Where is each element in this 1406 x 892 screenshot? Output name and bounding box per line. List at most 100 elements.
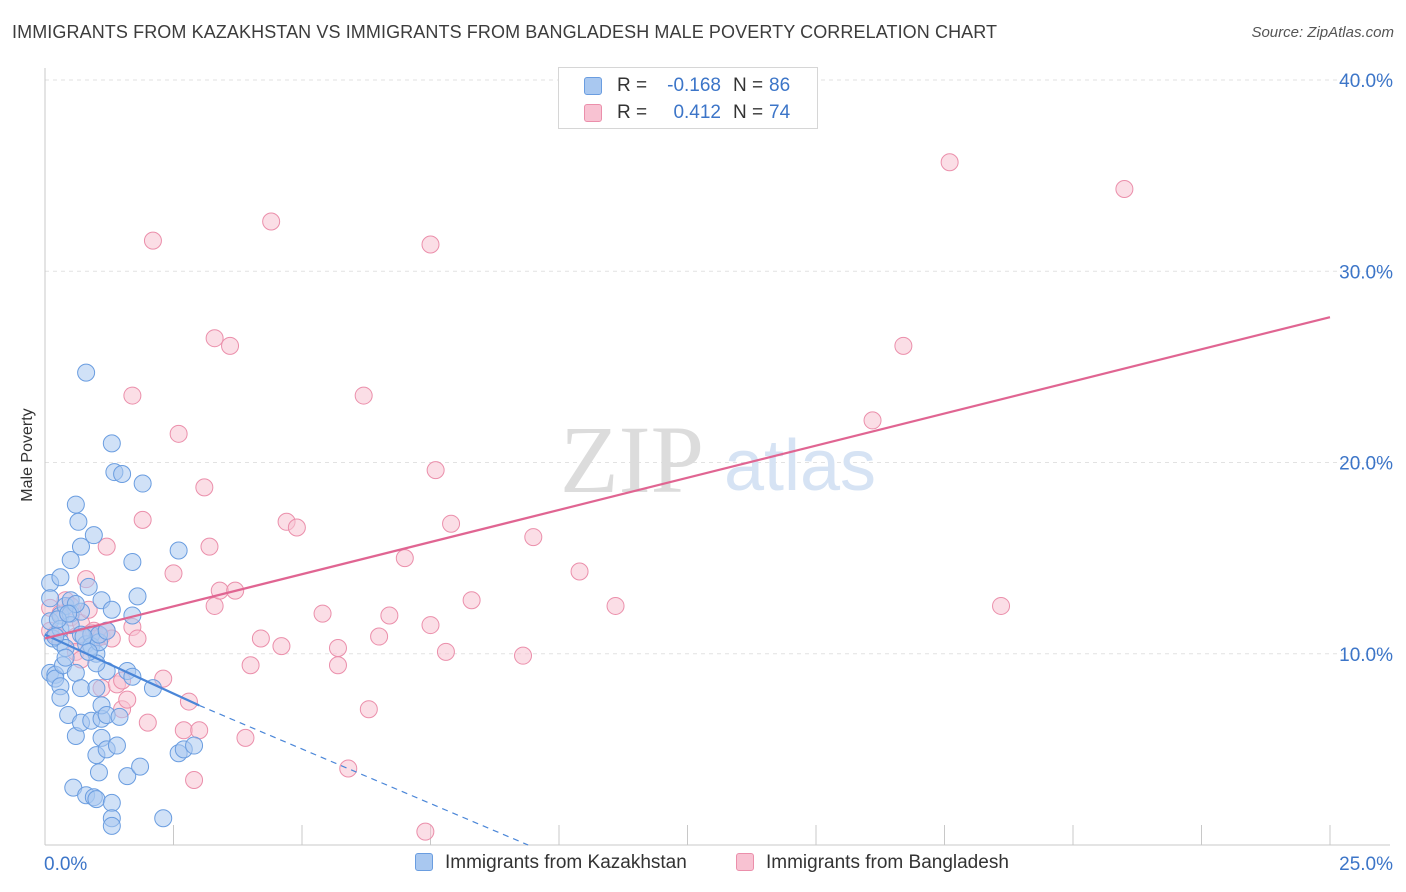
kazakhstan-trend-line: [44, 633, 200, 707]
kazakhstan-swatch: [415, 853, 433, 871]
watermark-zip: ZIP: [560, 406, 704, 513]
bangladesh-point: [241, 656, 260, 675]
bangladesh-point: [328, 656, 347, 675]
bangladesh-point: [570, 562, 589, 581]
y-axis-label: Male Poverty: [19, 408, 36, 502]
kazakhstan-point: [71, 679, 90, 698]
r-label: R =: [617, 102, 648, 123]
bangladesh-point: [262, 212, 281, 231]
bangladesh-point: [133, 510, 152, 529]
bangladesh-point: [97, 537, 116, 556]
kazakhstan-point: [107, 736, 126, 755]
legend-item-kazakhstan[interactable]: Immigrants from Kazakhstan: [415, 852, 687, 874]
bangladesh-point: [328, 639, 347, 658]
bangladesh-point: [164, 564, 183, 583]
kazakhstan-point: [102, 600, 121, 619]
stats-legend: R = -0.168 N = 86 R = 0.412 N = 74: [558, 67, 818, 129]
x-tick-label: 25.0%: [1339, 854, 1393, 875]
bangladesh-point: [426, 461, 445, 480]
bangladesh-point: [143, 231, 162, 250]
bangladesh-point: [416, 822, 435, 841]
bangladesh-point: [395, 549, 414, 568]
kazakhstan-point: [185, 736, 204, 755]
grid-lines: [45, 79, 1390, 655]
bangladesh-point: [992, 596, 1011, 615]
kazakhstan-trend-extension: [198, 704, 529, 846]
kazakhstan-point: [102, 434, 121, 453]
kazakhstan-point: [133, 474, 152, 493]
bangladesh-point: [370, 627, 389, 646]
bangladesh-point: [514, 646, 533, 665]
kazakhstan-point: [56, 648, 75, 667]
n-label: N =: [733, 75, 764, 96]
bangladesh-point: [863, 411, 882, 430]
bangladesh-point: [190, 721, 209, 740]
legend-label-kazakhstan: Immigrants from Kazakhstan: [445, 852, 687, 873]
source-label: Source: ZipAtlas.com: [1251, 24, 1394, 41]
kazakhstan-point: [66, 495, 85, 514]
kazakhstan-point: [131, 757, 150, 776]
bangladesh-point: [128, 629, 147, 648]
kazakhstan-point: [113, 464, 132, 483]
bangladesh-point: [1115, 180, 1134, 199]
y-tick-label: 30.0%: [1339, 262, 1393, 283]
bangladesh-point: [169, 424, 188, 443]
n-value-kazakhstan: 86: [769, 75, 791, 96]
bangladesh-trend-line: [44, 316, 1331, 640]
kazakhstan-point: [87, 679, 106, 698]
bangladesh-point: [940, 153, 959, 172]
trend-lines: [44, 316, 1331, 846]
bangladesh-point: [236, 728, 255, 747]
kazakhstan-point: [66, 663, 85, 682]
bangladesh-point: [195, 478, 214, 497]
bangladesh-point: [462, 591, 481, 610]
watermark-atlas: atlas: [724, 426, 876, 506]
kazakhstan-point: [71, 537, 90, 556]
legend-item-bangladesh[interactable]: Immigrants from Bangladesh: [736, 852, 1009, 874]
r-value-kazakhstan: -0.168: [667, 75, 721, 96]
data-points: [41, 153, 1134, 841]
bangladesh-point: [174, 721, 193, 740]
legend-label-bangladesh: Immigrants from Bangladesh: [766, 852, 1009, 873]
series-legend: Immigrants from Kazakhstan Immigrants fr…: [0, 852, 1406, 876]
bangladesh-point: [205, 596, 224, 615]
chart-title: IMMIGRANTS FROM KAZAKHSTAN VS IMMIGRANTS…: [12, 22, 998, 42]
kazakhstan-point: [110, 707, 129, 726]
axes: [44, 68, 1390, 846]
bangladesh-point: [436, 642, 455, 661]
x-tick-label: 0.0%: [44, 854, 87, 875]
kazakhstan-point: [77, 363, 96, 382]
bangladesh-point: [524, 528, 543, 547]
kazakhstan-point: [169, 541, 188, 560]
n-value-bangladesh: 74: [769, 102, 791, 123]
kazakhstan-point: [102, 816, 121, 835]
kazakhstan-point: [87, 790, 106, 809]
bangladesh-point: [251, 629, 270, 648]
kazakhstan-point: [123, 552, 142, 571]
kazakhstan-point: [51, 688, 70, 707]
bangladesh-point: [313, 604, 332, 623]
bangladesh-swatch: [584, 104, 602, 122]
n-label: N =: [733, 102, 764, 123]
watermark: ZIP atlas: [560, 406, 876, 513]
y-tick-label: 20.0%: [1339, 454, 1393, 475]
bangladesh-point: [272, 637, 291, 656]
kazakhstan-point: [59, 604, 78, 623]
bangladesh-point: [606, 596, 625, 615]
kazakhstan-point: [69, 512, 88, 531]
bangladesh-point: [894, 336, 913, 355]
kazakhstan-swatch: [584, 77, 602, 95]
kazakhstan-point: [84, 526, 103, 545]
bangladesh-point: [200, 537, 219, 556]
bangladesh-point: [359, 700, 378, 719]
bangladesh-point: [185, 770, 204, 789]
bangladesh-point: [205, 329, 224, 348]
bangladesh-point: [354, 386, 373, 405]
kazakhstan-point: [89, 763, 108, 782]
bangladesh-point: [287, 518, 306, 537]
kazakhstan-point: [51, 568, 70, 587]
tick-labels: 10.0% 20.0% 30.0% 40.0% 0.0% 25.0%: [44, 71, 1393, 875]
bangladesh-point: [138, 713, 157, 732]
kazakhstan-point: [154, 809, 173, 828]
bangladesh-point: [221, 336, 240, 355]
